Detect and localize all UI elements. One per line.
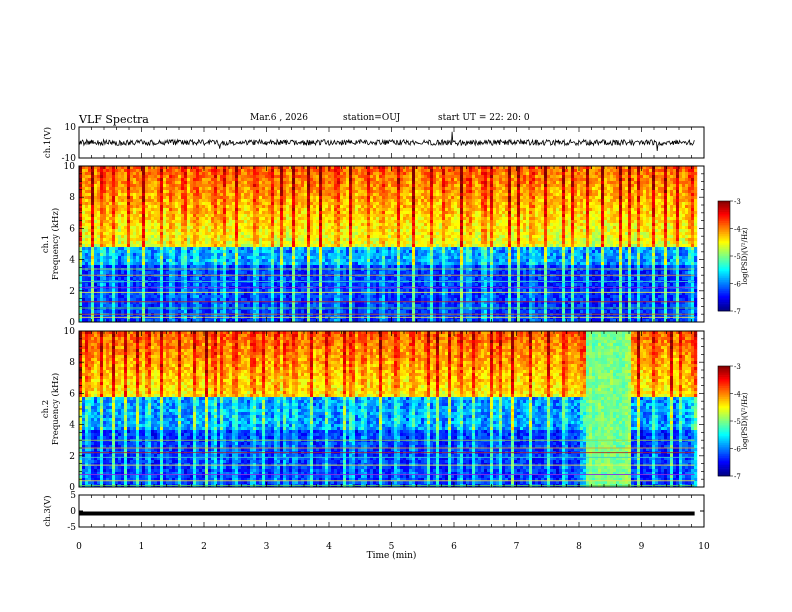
sp2-ylabel: ch.2Frequency (kHz) [41,373,61,445]
ch3-ytick-label: -5 [67,523,76,533]
start-time-label: start UT = 22: 20: 0 [438,113,530,123]
colorbar-ch1-gradient [718,201,730,312]
ch1-ylabel: ch.1(V) [42,127,53,158]
sp1-ytick-label: 4 [69,256,75,266]
date-label: Mar.6 , 2026 [250,113,308,123]
ch1-waveform-trace [78,131,695,152]
ch1-ytick-label: 10 [65,123,77,133]
x-tick-label: 1 [139,542,145,552]
station-label: station=OUJ [343,113,400,123]
x-tick-label: 10 [698,542,710,552]
x-tick-label: 7 [514,542,520,552]
ch3-ylabel: ch.3(V) [42,495,53,526]
x-tick-label: 6 [451,542,457,552]
colorbar-ch2-tick-label: -7 [734,473,741,481]
sp1-ytick-label: 2 [69,287,75,297]
ch3-ytick-label: 0 [70,507,76,517]
spectrogram-cells-2 [79,331,698,488]
sp2-ytick-label: 2 [69,452,75,462]
colorbar-ch2-gradient [718,366,730,477]
sp2-ytick-label: 10 [64,327,76,337]
colorbar-ch1-label: log(PSD)(V²/Hz) [741,227,749,284]
sp1-ytick-label: 8 [69,193,75,203]
figure-title: VLF Spectra [79,113,149,126]
x-tick-label: 2 [201,542,207,552]
sp1-ytick-label: 10 [64,162,76,172]
x-tick-label: 5 [389,542,395,552]
sp2-ytick-label: 8 [69,358,75,368]
colorbar-ch2-tick-label: -4 [734,391,741,399]
sp2-ytick-label: 0 [69,483,75,493]
sp1-ylabel: ch.1Frequency (kHz) [41,208,61,280]
colorbar-ch1-tick-label: -6 [734,281,741,289]
sp2-ytick-label: 4 [69,421,75,431]
colorbar-ch2-tick-label: -5 [734,418,741,426]
x-tick-label: 0 [76,542,82,552]
ch3-ytick-label: 5 [70,491,76,501]
sp2-ytick-label: 6 [69,389,75,399]
ch1-ytick-label: -10 [62,154,77,164]
x-tick-label: 8 [576,542,582,552]
sp1-ytick-label: 0 [69,318,75,328]
spectrogram-cells-1 [79,166,698,323]
colorbar-ch1-tick-label: -3 [734,198,741,206]
x-tick-label: 9 [639,542,645,552]
x-tick-label: 4 [326,542,332,552]
colorbar-ch2-tick-label: -6 [734,446,741,454]
colorbar-ch1-tick-label: -7 [734,308,741,316]
colorbar-ch1-tick-label: -4 [734,226,741,234]
colorbar-ch1-tick-label: -5 [734,253,741,261]
colorbar-ch2-tick-label: -3 [734,363,741,371]
sp1-ytick-label: 6 [69,224,75,234]
colorbar-ch2-label: log(PSD)(V²/Hz) [741,392,749,449]
x-tick-label: 3 [264,542,270,552]
x-axis-label: Time (min) [367,550,417,561]
